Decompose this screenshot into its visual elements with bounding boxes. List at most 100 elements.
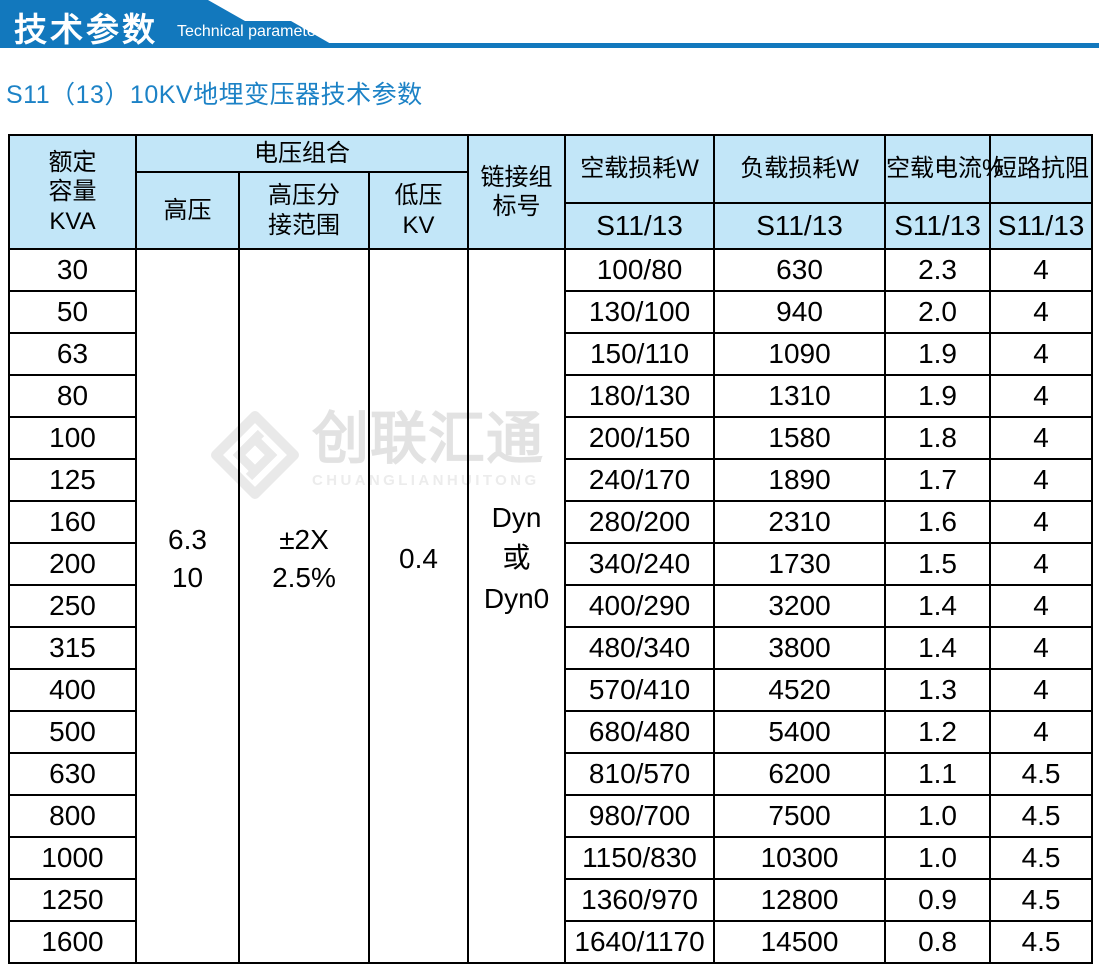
cell-rated-capacity: 315: [8, 626, 137, 670]
cell-load-loss: 1310: [713, 374, 887, 418]
cell-rated-capacity: 630: [8, 752, 137, 796]
parameters-table: 额定 容量 KVA 电压组合 链接组 标号 空载损耗W 负载损耗W 空载电流% …: [8, 134, 1094, 964]
cell-noload-current: 1.9: [884, 332, 992, 376]
header-impedance: 短路抗阻: [989, 134, 1094, 204]
cell-load-loss: 4520: [713, 668, 887, 712]
cell-rated-capacity: 100: [8, 416, 137, 460]
cell-impedance: 4.5: [989, 878, 1094, 922]
cell-load-loss: 3200: [713, 584, 887, 628]
cell-load-loss: 10300: [713, 836, 887, 880]
cell-noload-loss: 100/80: [564, 248, 716, 292]
table-row: 1250 1360/970 12800 0.9 4.5: [8, 878, 1094, 922]
cell-noload-loss: 240/170: [564, 458, 716, 502]
cell-noload-loss: 1360/970: [564, 878, 716, 922]
cell-noload-loss: 280/200: [564, 500, 716, 544]
cell-hv-tap-range: ±2X 2.5%: [238, 248, 370, 964]
cell-impedance: 4.5: [989, 752, 1094, 796]
cell-impedance: 4: [989, 668, 1094, 712]
page-title: S11（13）10KV地埋变压器技术参数: [6, 81, 423, 109]
cell-noload-current: 1.9: [884, 374, 992, 418]
table-row: 160 280/200 2310 1.6 4: [8, 500, 1094, 544]
cell-noload-loss: 180/130: [564, 374, 716, 418]
table-row: 1600 1640/1170 14500 0.8 4.5: [8, 920, 1094, 964]
cell-noload-current: 2.0: [884, 290, 992, 334]
table-row: 100 200/150 1580 1.8 4: [8, 416, 1094, 460]
cell-rated-capacity: 1250: [8, 878, 137, 922]
cell-impedance: 4: [989, 584, 1094, 628]
header-voltage-group: 电压组合: [134, 134, 470, 173]
cell-load-loss: 5400: [713, 710, 887, 754]
table-row: 500 680/480 5400 1.2 4: [8, 710, 1094, 754]
cell-rated-capacity: 50: [8, 290, 137, 334]
header-model-noload-current: S11/13: [884, 202, 992, 250]
cell-rated-capacity: 1600: [8, 920, 137, 964]
cell-impedance: 4: [989, 542, 1094, 586]
cell-rated-capacity: 80: [8, 374, 137, 418]
cell-noload-loss: 1640/1170: [564, 920, 716, 964]
cell-load-loss: 3800: [713, 626, 887, 670]
cell-noload-loss: 400/290: [564, 584, 716, 628]
cell-noload-current: 0.8: [884, 920, 992, 964]
cell-noload-loss: 810/570: [564, 752, 716, 796]
cell-impedance: 4.5: [989, 920, 1094, 964]
header-model-load-loss: S11/13: [713, 202, 887, 250]
cell-noload-current: 1.0: [884, 836, 992, 880]
cell-noload-loss: 340/240: [564, 542, 716, 586]
cell-load-loss: 1730: [713, 542, 887, 586]
header-hv-tap: 高压分 接范围: [238, 171, 370, 250]
cell-impedance: 4: [989, 332, 1094, 376]
cell-noload-current: 1.4: [884, 626, 992, 670]
cell-noload-current: 1.0: [884, 794, 992, 838]
cell-impedance: 4.5: [989, 836, 1094, 880]
cell-noload-current: 2.3: [884, 248, 992, 292]
header-noload-current: 空载电流%: [884, 134, 1003, 204]
header-noload-loss: 空载损耗W: [564, 134, 716, 204]
banner-title-en: Technical parameter: [177, 23, 322, 40]
cell-noload-loss: 200/150: [564, 416, 716, 460]
table-row: 1000 1150/830 10300 1.0 4.5: [8, 836, 1094, 880]
cell-noload-current: 1.7: [884, 458, 992, 502]
cell-noload-current: 0.9: [884, 878, 992, 922]
cell-lv-voltage: 0.4: [367, 248, 470, 964]
cell-load-loss: 940: [713, 290, 887, 334]
cell-rated-capacity: 800: [8, 794, 137, 838]
header-hv: 高压: [135, 171, 240, 250]
cell-noload-loss: 680/480: [564, 710, 716, 754]
cell-load-loss: 2310: [713, 500, 887, 544]
table-row: 125 240/170 1890 1.7 4: [8, 458, 1094, 502]
cell-noload-loss: 1150/830: [564, 836, 716, 880]
table-row: 63 150/110 1090 1.9 4: [8, 332, 1094, 376]
cell-rated-capacity: 500: [8, 710, 137, 754]
cell-rated-capacity: 30: [8, 248, 137, 292]
banner-underline-strip: [0, 43, 1099, 48]
banner-title-zh: 技术参数: [14, 11, 158, 48]
cell-load-loss: 6200: [713, 752, 887, 796]
header-row-3: S11/13 S11/13 S11/13 S11/13: [9, 202, 1094, 250]
cell-impedance: 4: [989, 500, 1094, 544]
cell-rated-capacity: 200: [8, 542, 137, 586]
header-row-1: 额定 容量 KVA 电压组合 链接组 标号 空载损耗W 负载损耗W 空载电流% …: [8, 134, 1094, 250]
cell-noload-current: 1.3: [884, 668, 992, 712]
cell-impedance: 4.5: [989, 794, 1094, 838]
header-vector-group: 链接组 标号: [467, 134, 567, 250]
cell-load-loss: 630: [713, 248, 887, 292]
section-banner: 技术参数 Technical parameter: [0, 0, 1099, 48]
cell-noload-loss: 130/100: [564, 290, 716, 334]
header-model-impedance: S11/13: [989, 202, 1094, 250]
table-row: 630 810/570 6200 1.1 4.5: [8, 752, 1094, 796]
cell-noload-current: 1.1: [884, 752, 992, 796]
cell-load-loss: 14500: [713, 920, 887, 964]
cell-impedance: 4: [989, 290, 1094, 334]
cell-noload-loss: 480/340: [564, 626, 716, 670]
cell-noload-loss: 150/110: [564, 332, 716, 376]
cell-noload-current: 1.5: [884, 542, 992, 586]
table-row: 30 6.3 10 ±2X 2.5% 0.4 Dyn 或 Dyn0 100/80…: [8, 248, 1094, 964]
cell-impedance: 4: [989, 416, 1094, 460]
cell-load-loss: 1890: [713, 458, 887, 502]
header-lv: 低压 KV: [367, 171, 470, 250]
cell-impedance: 4: [989, 458, 1094, 502]
cell-noload-loss: 570/410: [564, 668, 716, 712]
cell-rated-capacity: 160: [8, 500, 137, 544]
cell-noload-current: 1.8: [884, 416, 992, 460]
table-row: 200 340/240 1730 1.5 4: [8, 542, 1094, 586]
